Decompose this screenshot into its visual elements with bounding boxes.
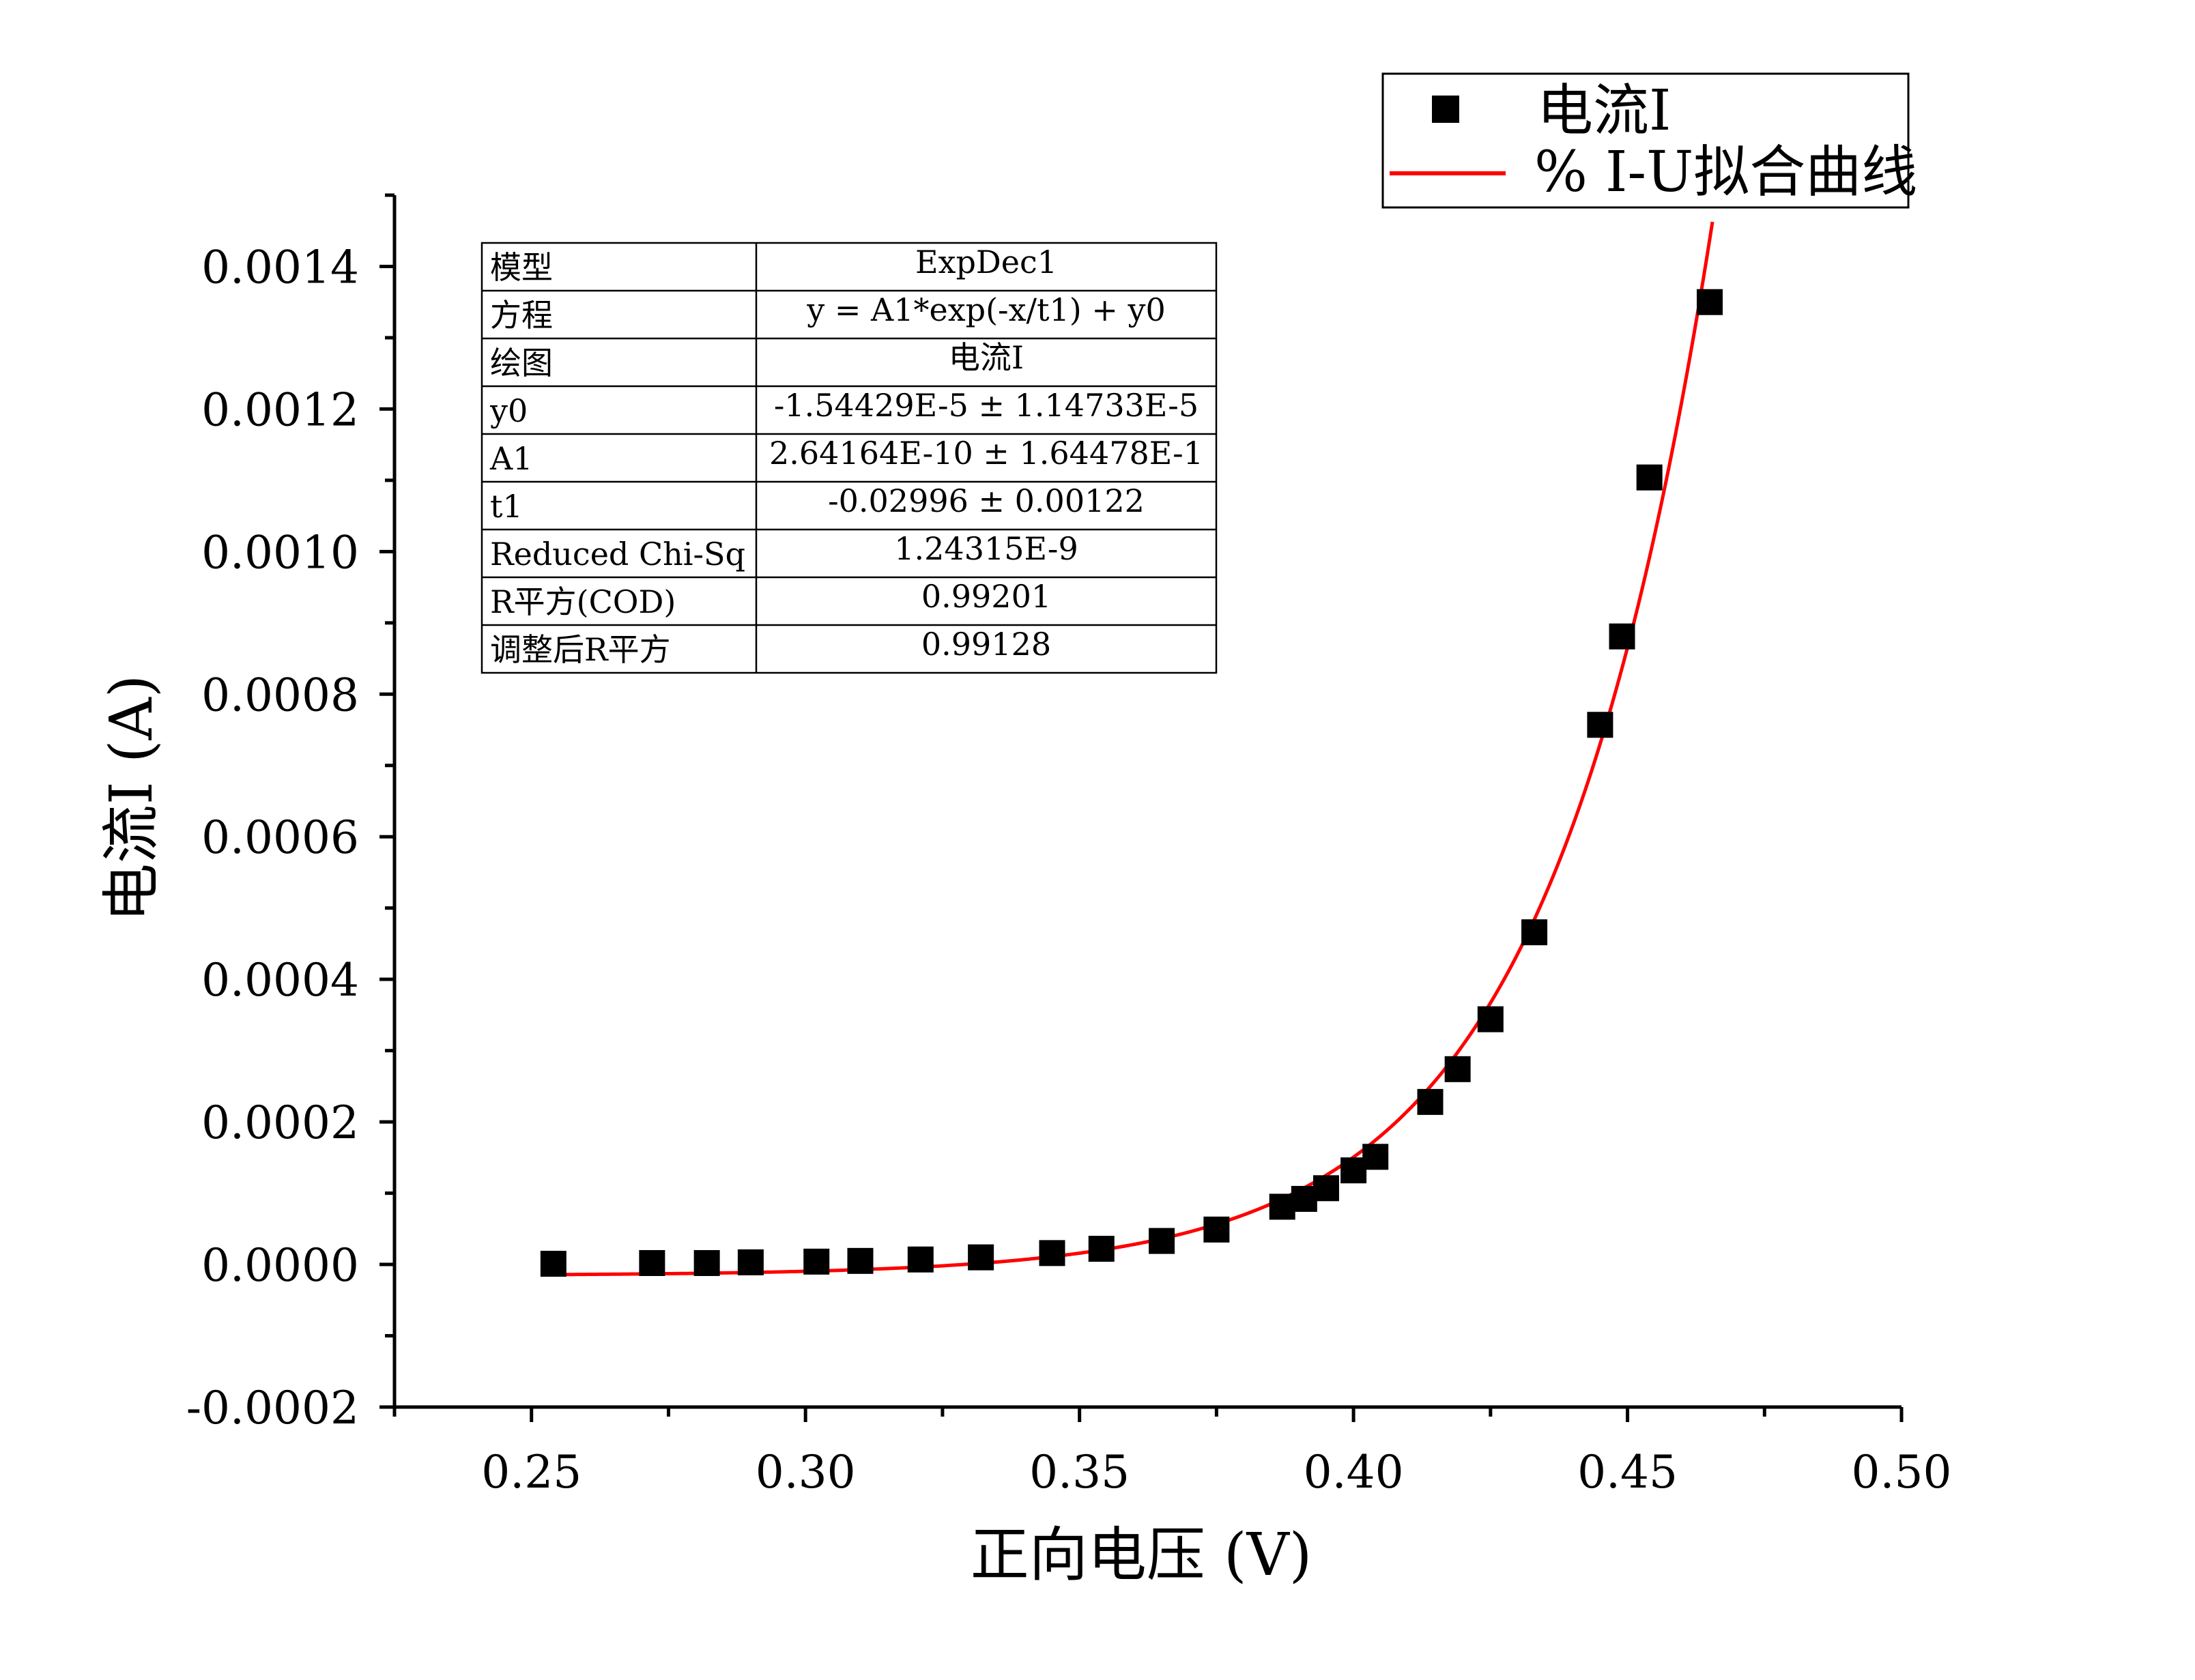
data-point (639, 1249, 665, 1276)
fit-table-value: 0.99128 (921, 626, 1051, 663)
fit-table-label: 绘图 (490, 345, 553, 381)
data-points-layer (540, 289, 1723, 1277)
data-point (1609, 623, 1635, 650)
legend-marker-square (1432, 96, 1459, 123)
data-point (540, 1251, 566, 1277)
x-axis-ticks: 0.25 0.30 0.35 0.40 0.45 0.50 (392, 1407, 1952, 1498)
data-point (907, 1246, 934, 1273)
x-tick-label: 0.30 (756, 1446, 856, 1498)
data-point (968, 1244, 994, 1271)
y-tick-label: 0.0012 (201, 383, 359, 436)
y-tick-label: 0.0002 (201, 1097, 359, 1149)
data-point (1444, 1056, 1471, 1082)
x-tick-label: 0.35 (1029, 1446, 1130, 1498)
x-tick-label: 0.40 (1304, 1446, 1404, 1498)
data-point (1269, 1193, 1295, 1220)
fit-table-value: -1.54429E-5 ± 1.14733E-5 (774, 387, 1199, 424)
fit-parameter-table: 模型 ExpDec1 方程 y = A1*exp(-x/t1) + y0 绘图 电流I y0… (480, 242, 1218, 674)
legend-box (1381, 72, 1910, 209)
legend: 电流I % I-U拟合曲线 (1381, 72, 1917, 209)
y-tick-label: 0.0006 (201, 811, 359, 864)
y-axis-title: 电流I (A) (98, 675, 166, 923)
x-tick-label: 0.25 (481, 1446, 582, 1498)
data-point (1149, 1228, 1175, 1254)
data-point (737, 1249, 764, 1275)
y-tick-label: 0.0004 (201, 954, 359, 1006)
y-tick-label: 0.0010 (201, 526, 359, 579)
x-tick-label: 0.50 (1852, 1446, 1952, 1498)
fit-table-label: t1 (490, 488, 523, 525)
fit-table-value: -0.02996 ± 0.00122 (828, 482, 1145, 519)
x-axis-title: 正向电压 (V) (971, 1521, 1312, 1589)
fit-table-value: y = A1*exp(-x/t1) + y0 (806, 291, 1166, 328)
data-point (1362, 1144, 1389, 1170)
fit-table-value: 2.64164E-10 ± 1.64478E-1 (769, 435, 1203, 472)
fit-table-frame (480, 242, 1218, 674)
data-point (1636, 464, 1663, 491)
fit-table-label: 方程 (490, 297, 553, 334)
fit-table-label: 调整后R平方 (490, 631, 671, 668)
data-point (1340, 1157, 1367, 1184)
data-point (1312, 1175, 1339, 1202)
fit-table-label: Reduced Chi-Sq (490, 536, 745, 573)
legend-label-points: 电流I (1537, 78, 1671, 143)
axes: 0.25 0.30 0.35 0.40 0.45 0.50 -0.0002 0.0000 0.… (186, 193, 1952, 1498)
y-tick-label: -0.0002 (186, 1382, 359, 1434)
data-point (1039, 1240, 1065, 1266)
fit-table-value: 1.24315E-9 (894, 530, 1078, 567)
y-tick-label: 0.0014 (201, 241, 359, 293)
data-point (1477, 1006, 1504, 1032)
y-tick-label: 0.0008 (201, 669, 359, 721)
data-point (1696, 289, 1723, 315)
fit-table-value: ExpDec1 (915, 244, 1057, 280)
fit-table-value: 电流I (949, 339, 1024, 376)
fit-table-label: R平方(COD) (490, 583, 676, 620)
data-point (693, 1249, 720, 1276)
data-point (803, 1248, 830, 1275)
data-point (1291, 1185, 1317, 1212)
y-tick-label: 0.0000 (201, 1239, 359, 1292)
data-point (1203, 1216, 1230, 1243)
data-point (1521, 919, 1548, 946)
fit-table-label: y0 (489, 392, 528, 429)
data-point (847, 1247, 874, 1274)
legend-label-fit: % I-U拟合曲线 (1534, 140, 1917, 205)
data-point (1088, 1236, 1115, 1262)
fit-table-value: 0.99201 (921, 578, 1051, 615)
fit-table-label: A1 (489, 440, 533, 477)
fit-table-label: 模型 (490, 249, 553, 286)
y-axis-ticks: -0.0002 0.0000 0.0002 0.0004 0.0006 0.0008 0.0… (186, 193, 394, 1434)
x-tick-label: 0.45 (1577, 1446, 1678, 1498)
data-point (1587, 712, 1613, 738)
data-point (1417, 1088, 1444, 1115)
